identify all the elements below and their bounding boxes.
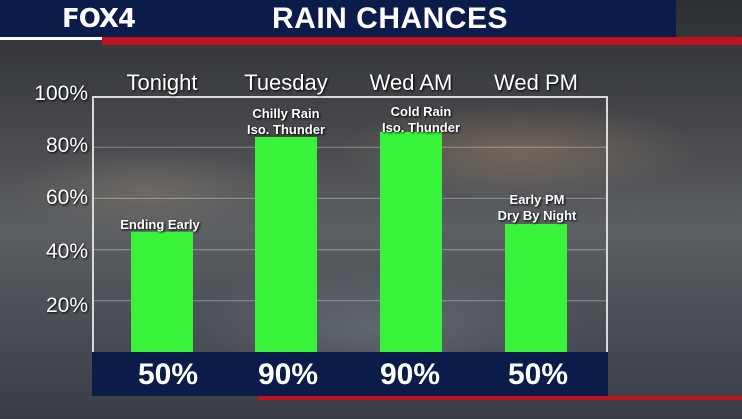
annotation-wed-pm: Early PM Dry By Night: [497, 192, 577, 223]
annotation-tuesday: Chilly Rain Iso. Thunder: [247, 106, 325, 137]
header-bar: [48, 0, 676, 37]
annotation-tonight: Ending Early: [120, 217, 200, 232]
y-tick-label-60: 60%: [45, 186, 88, 209]
y-tick-label-40: 40%: [45, 240, 88, 263]
bar-wed-am: [380, 131, 442, 352]
y-tick-label-80: 80%: [45, 134, 88, 157]
y-tick-label-20: 20%: [45, 294, 88, 317]
category-label-wed-pm: Wed PM: [494, 70, 578, 95]
header-white-line: [0, 37, 102, 40]
y-tick-label-100: 100%: [34, 82, 88, 105]
category-label-wed-am: Wed AM: [369, 70, 453, 95]
value-label-tonight: 50%: [137, 358, 199, 391]
header-left-block: [0, 0, 48, 37]
annotation-wed-am: Cold Rain Iso. Thunder: [382, 104, 460, 135]
value-bar: [92, 352, 608, 396]
fox4-logo: FOX4: [62, 4, 136, 34]
value-label-wed-pm: 50%: [507, 358, 569, 391]
category-label-tuesday: Tuesday: [244, 70, 328, 95]
chart-title: RAIN CHANCES: [271, 2, 508, 35]
value-label-tuesday: 90%: [257, 358, 319, 391]
bar-tonight: [131, 231, 193, 352]
plot-area: [92, 96, 608, 352]
category-label-tonight: Tonight: [126, 70, 198, 95]
bar-tuesday: [255, 136, 317, 352]
bar-wed-pm: [505, 224, 567, 352]
value-label-wed-am: 90%: [379, 358, 441, 391]
header-red-stripe: [102, 37, 742, 45]
bottom-red-stripe: [258, 396, 742, 400]
